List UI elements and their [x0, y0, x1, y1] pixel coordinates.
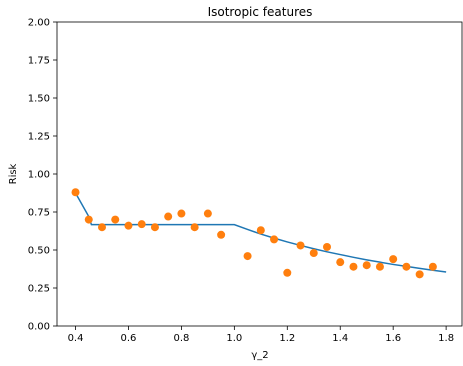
scatter-point [428, 262, 437, 271]
scatter-point [190, 223, 199, 232]
chart-title: Isotropic features [208, 5, 313, 19]
y-tick-label: 0.75 [28, 208, 50, 219]
y-axis: 0.00 0.25 0.50 0.75 1.00 1.25 1.50 1.75 2.00 [28, 18, 57, 333]
scatter-point [243, 252, 252, 261]
y-tick-label: 0.25 [28, 284, 50, 295]
scatter-point [296, 241, 305, 250]
scatter-point [98, 223, 106, 232]
x-tick-label: 0.4 [68, 333, 84, 344]
scatter-point [203, 209, 212, 218]
y-tick-label: 0.50 [28, 246, 50, 257]
y-tick-label: 0.00 [28, 322, 50, 333]
x-tick-label: 0.6 [121, 333, 137, 344]
scatter-point [217, 230, 226, 239]
scatter-point [309, 249, 318, 258]
scatter-point [402, 262, 411, 271]
y-tick-label: 1.75 [28, 56, 50, 67]
scatter-point [389, 255, 398, 264]
y-axis-label: Risk [8, 163, 19, 184]
scatter-point [375, 262, 384, 271]
scatter-point [323, 242, 331, 251]
x-axis: 0.4 0.6 0.8 1.0 1.2 1.4 1.6 1.8 [68, 326, 454, 344]
y-tick-label: 1.50 [28, 94, 50, 105]
scatter-point [150, 223, 159, 232]
scatter-point [336, 258, 345, 267]
scatter-point [283, 268, 292, 277]
scatter-point [111, 215, 120, 224]
plot-area [71, 188, 447, 279]
scatter-point [137, 220, 146, 229]
scatter-point [270, 235, 279, 244]
x-tick-label: 1.4 [332, 333, 348, 344]
scatter-point [124, 221, 133, 230]
x-tick-label: 1.6 [385, 333, 401, 344]
y-tick-label: 1.25 [28, 132, 50, 143]
scatter-point [177, 209, 186, 218]
x-tick-label: 1.8 [438, 333, 454, 344]
x-tick-label: 0.8 [173, 333, 189, 344]
plot-frame [56, 21, 463, 327]
scatter-point [256, 226, 265, 235]
x-axis-label: γ_2 [251, 350, 268, 361]
scatter-point [71, 188, 80, 197]
scatter-point [362, 261, 371, 270]
scatter-point [84, 215, 93, 224]
x-tick-label: 1.0 [226, 333, 242, 344]
y-tick-label: 2.00 [28, 18, 50, 29]
scatter-point [415, 270, 424, 279]
x-tick-label: 1.2 [279, 333, 295, 344]
scatter-point [349, 262, 358, 271]
scatter-point [164, 212, 173, 221]
y-tick-label: 1.00 [28, 170, 50, 181]
